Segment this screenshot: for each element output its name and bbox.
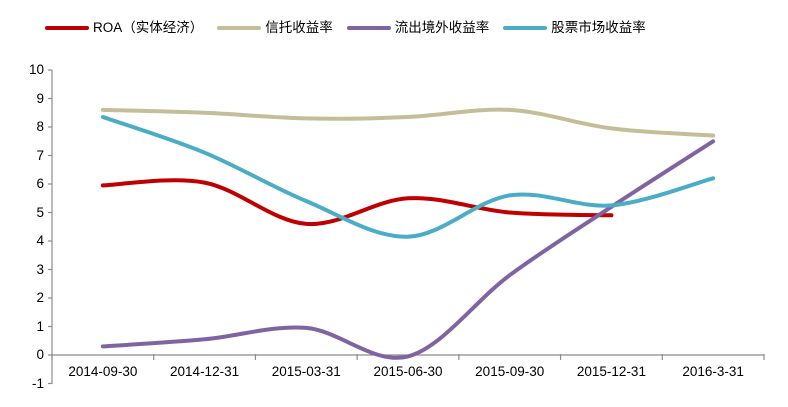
legend-line-swatch <box>503 26 548 30</box>
y-axis-label: 0 <box>36 347 44 362</box>
x-axis-label: 2015-12-31 <box>576 364 646 379</box>
x-axis-label: 2014-12-31 <box>170 364 240 379</box>
y-axis-label: 4 <box>36 233 44 248</box>
legend-line-swatch <box>217 26 262 30</box>
legend-label: ROA（实体经济） <box>93 20 204 35</box>
y-axis-label: 5 <box>36 204 44 220</box>
y-axis-label: 3 <box>36 261 44 277</box>
y-axis-label: 1 <box>36 318 44 334</box>
series-line-1 <box>100 178 614 226</box>
x-axis-label: 2015-03-31 <box>271 364 341 379</box>
y-axis-label: 8 <box>36 119 44 134</box>
legend-line-swatch <box>346 26 391 30</box>
series-line-3 <box>100 139 716 360</box>
y-axis-label: 6 <box>36 176 44 191</box>
series-line-4 <box>100 115 716 239</box>
legend-item-4: 股票市场收益率 <box>503 19 646 37</box>
legend-item-2: 信托收益率 <box>217 19 333 37</box>
x-axis-label: 2016-3-31 <box>682 364 744 379</box>
series-line-2 <box>100 107 716 138</box>
y-axis-label: 7 <box>36 147 44 163</box>
legend-label: 信托收益率 <box>265 20 333 35</box>
y-axis-label: 10 <box>28 62 44 77</box>
x-axis-label: 2014-09-30 <box>68 364 138 379</box>
legend-item-3: 流出境外收益率 <box>346 19 490 37</box>
legend-label: 流出境外收益率 <box>394 20 490 35</box>
y-axis-label: 2 <box>36 290 44 305</box>
x-axis-label: 2015-06-30 <box>373 364 443 379</box>
chart-legend: ROA（实体经济） 信托收益率 流出境外收益率 股票市场收益率 <box>45 19 646 37</box>
legend-item-1: ROA（实体经济） <box>45 19 203 37</box>
legend-label: 股票市场收益率 <box>551 20 646 35</box>
y-axis-label: 9 <box>36 90 44 106</box>
legend-line-swatch <box>45 26 89 30</box>
x-axis-label: 2015-09-30 <box>475 364 545 379</box>
y-axis-label: -1 <box>31 375 44 391</box>
